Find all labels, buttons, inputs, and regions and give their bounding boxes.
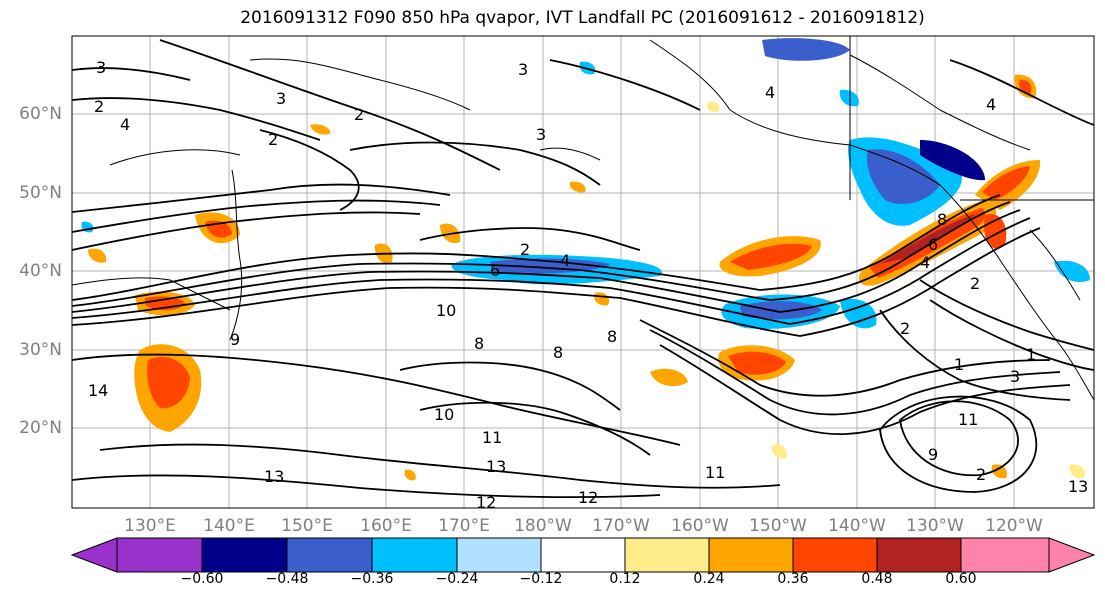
contour-label: 8 (607, 327, 617, 346)
contour-label: 2 (900, 319, 910, 338)
contour-label: 2 (976, 465, 986, 484)
colorbar-tick-label: −0.48 (265, 571, 309, 587)
colorbar (70, 537, 1096, 573)
contour-label: 3 (536, 125, 546, 144)
contour-label: 9 (230, 330, 240, 349)
contour-label: 3 (96, 58, 106, 77)
graticule (72, 36, 1094, 508)
lon-label-130w: 130°W (906, 516, 964, 536)
contour-label: 12 (476, 493, 496, 512)
contour-label: 10 (434, 405, 454, 424)
contour-label: 4 (920, 253, 930, 272)
colorbar-tick-label: −0.12 (519, 571, 563, 587)
contour-label: 8 (553, 343, 563, 362)
lon-label-160e: 160°E (360, 516, 412, 536)
contour-label: 1 (1026, 345, 1036, 364)
colorbar-swatch (201, 537, 288, 573)
colorbar-tick-label: −0.60 (180, 571, 224, 587)
contour-label: 4 (120, 115, 130, 134)
contour-label: 1 (954, 355, 964, 374)
colorbar-tick-label: 0.12 (609, 571, 641, 587)
contour-label: 11 (482, 428, 502, 447)
colorbar-tick-label: 0.48 (861, 571, 893, 587)
contour-label: 4 (986, 95, 996, 114)
contour-label: 2 (94, 97, 104, 116)
colorbar-tick-label: 0.36 (777, 571, 809, 587)
lon-label-170w: 170°W (592, 516, 650, 536)
colorbar-swatch (792, 537, 878, 573)
contour-label: 12 (578, 488, 598, 507)
colorbar-tick-label: −0.24 (435, 571, 479, 587)
lat-label-30n: 30°N (19, 340, 62, 360)
contour-label: 9 (928, 445, 938, 464)
contour-label: 11 (705, 463, 725, 482)
contour-label: 6 (928, 235, 938, 254)
lon-label-160w: 160°W (671, 516, 729, 536)
lat-label-50n: 50°N (19, 183, 62, 203)
contour-label: 4 (560, 251, 570, 270)
lat-label-20n: 20°N (19, 418, 62, 438)
contour-label: 2 (354, 105, 364, 124)
colorbar-swatch (286, 537, 373, 573)
contour-label: 4 (765, 83, 775, 102)
lon-label-150e: 150°E (281, 516, 333, 536)
colorbar-swatch (960, 537, 1050, 573)
contour-label: 3 (1010, 367, 1020, 386)
colorbar-swatch (116, 537, 203, 573)
contour-label: 6 (490, 261, 500, 280)
lat-label-60n: 60°N (19, 104, 62, 124)
colorbar-swatch (624, 537, 710, 573)
contour-label: 2 (520, 240, 530, 259)
lon-label-140w: 140°W (828, 516, 886, 536)
contour-label: 13 (1068, 477, 1088, 496)
contour-label: 10 (436, 301, 456, 320)
colorbar-tick-label: 0.60 (945, 571, 977, 587)
lon-label-120w: 120°W (985, 516, 1043, 536)
colorbar-extend-low (70, 537, 118, 573)
map-frame (71, 35, 1095, 509)
contour-label: 13 (264, 467, 284, 486)
contour-label: 11 (958, 410, 978, 429)
colorbar-extend-high (1048, 537, 1096, 573)
lon-label-150w: 150°W (749, 516, 807, 536)
colorbar-swatch (540, 537, 626, 573)
contour-label: 2 (970, 274, 980, 293)
lon-label-140e: 140°E (203, 516, 255, 536)
contour-label: 8 (937, 210, 947, 229)
lat-label-40n: 40°N (19, 261, 62, 281)
colorbar-swatch (708, 537, 794, 573)
contour-labels: 3 2 4 3 2 3 3 2 4 4 6 2 4 10 8 8 8 9 14 … (88, 58, 1088, 512)
colorbar-swatch (371, 537, 458, 573)
contour-label: 3 (518, 60, 528, 79)
map-panel (72, 36, 1094, 508)
map-title: 2016091312 F090 850 hPa qvapor, IVT Land… (240, 8, 925, 28)
lon-label-180w: 180°W (514, 516, 572, 536)
lon-label-130e: 130°E (124, 516, 176, 536)
colorbar-tick-label: −0.36 (350, 571, 394, 587)
contour-label: 8 (474, 334, 484, 353)
contour-label: 3 (276, 89, 286, 108)
contour-label: 14 (88, 381, 108, 400)
contour-label: 13 (486, 457, 506, 476)
colorbar-swatch (876, 537, 962, 573)
colorbar-swatch (456, 537, 542, 573)
contour-label: 2 (268, 130, 278, 149)
contour-lines (72, 39, 1094, 499)
colorbar-tick-label: 0.24 (693, 571, 725, 587)
negative-anomaly-fill (81, 38, 1090, 329)
lon-label-170e: 170°E (438, 516, 490, 536)
